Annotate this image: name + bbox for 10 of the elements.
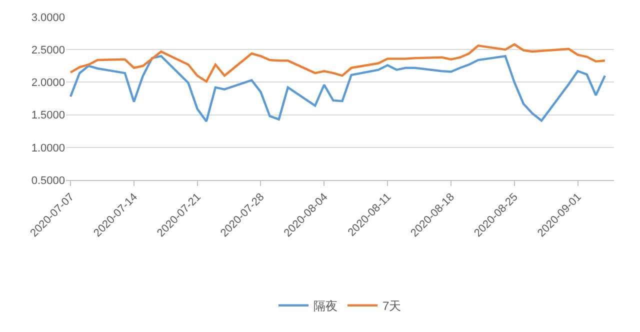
y-tick-label: 2.5000 <box>31 44 65 56</box>
legend-label: 7天 <box>382 299 402 314</box>
y-tick-label: 0.5000 <box>31 174 65 187</box>
y-tick-label: 3.0000 <box>31 12 65 24</box>
y-tick-label: 1.5000 <box>31 110 65 122</box>
line-series <box>69 43 606 83</box>
y-tick-label: 1.0000 <box>31 142 65 154</box>
line-series <box>69 54 606 122</box>
y-tick-label: 2.0000 <box>31 77 65 90</box>
legend-label: 隔夜 <box>314 299 338 314</box>
